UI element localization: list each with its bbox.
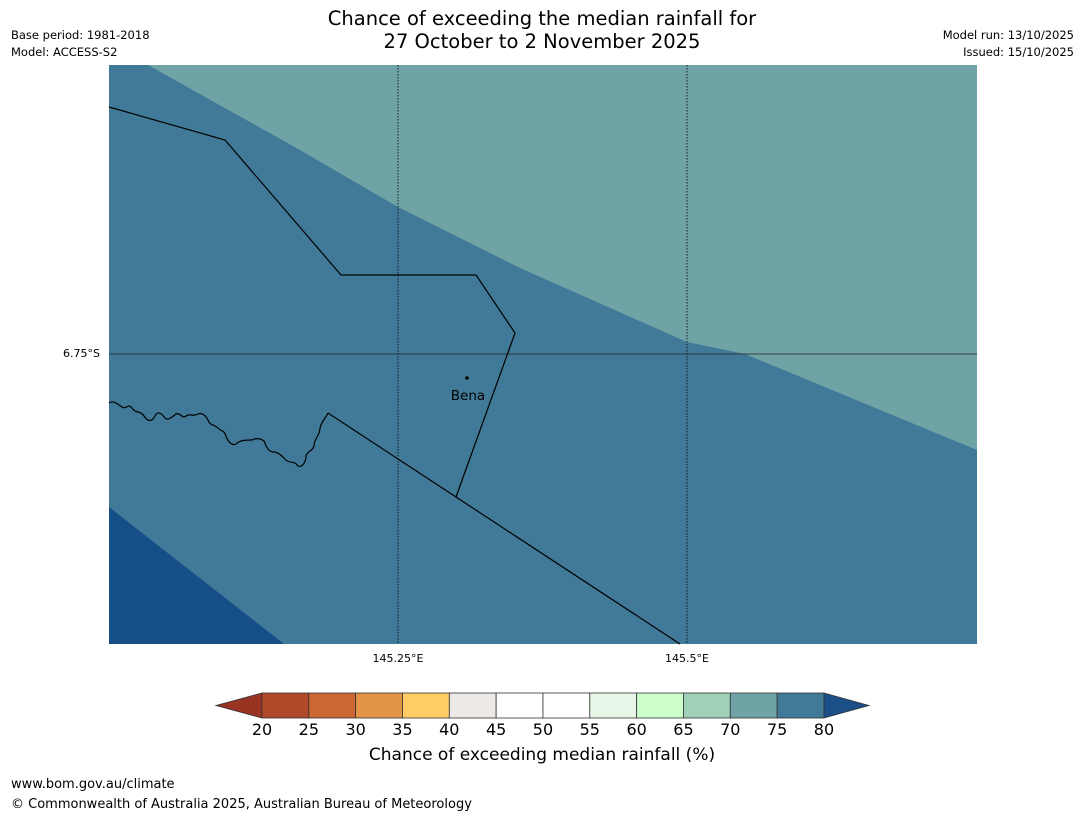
colorbar-tick-label: 45 bbox=[485, 720, 507, 739]
colorbar-segment bbox=[729, 692, 778, 719]
base-period: Base period: 1981-2018 bbox=[11, 28, 150, 42]
colorbar-tick-label: 65 bbox=[673, 720, 694, 739]
title-line-1: Chance of exceeding the median rainfall … bbox=[327, 7, 757, 30]
map-title: Chance of exceeding the median rainfall … bbox=[242, 7, 842, 53]
colorbar-over-arrow bbox=[823, 692, 871, 719]
province-boundary-south bbox=[327, 412, 681, 645]
model-name: Model: ACCESS-S2 bbox=[11, 45, 118, 59]
footer: www.bom.gov.au/climate © Commonwealth of… bbox=[11, 775, 472, 815]
colorbar-tick-label: 40 bbox=[439, 720, 460, 739]
bena-marker bbox=[465, 376, 469, 380]
colorbar-segment bbox=[683, 692, 731, 719]
colorbar-segment bbox=[308, 692, 357, 719]
footer-url[interactable]: www.bom.gov.au/climate bbox=[11, 777, 175, 792]
colorbar-segment bbox=[589, 692, 638, 719]
title-line-2: 27 October to 2 November 2025 bbox=[383, 30, 701, 53]
colorbar-tick-label: 55 bbox=[579, 720, 600, 739]
colorbar-tick-label: 25 bbox=[298, 720, 319, 739]
colorbar-tick-label: 20 bbox=[251, 720, 273, 739]
zone-80-plus bbox=[109, 507, 284, 644]
issued-date: Issued: 15/10/2025 bbox=[963, 45, 1074, 59]
colorbar-label: Chance of exceeding median rainfall (%) bbox=[368, 745, 716, 765]
colorbar-segment bbox=[636, 692, 684, 719]
town-label-bena: Bena bbox=[450, 388, 486, 404]
colorbar-tick-label: 30 bbox=[345, 720, 366, 739]
model-run: Model run: 13/10/2025 bbox=[942, 28, 1074, 42]
colorbar-segment bbox=[776, 692, 825, 719]
lon-label-145-5: 145.5°E bbox=[665, 652, 709, 665]
lon-label-145-25: 145.25°E bbox=[372, 652, 424, 665]
footer-copyright: © Commonwealth of Australia 2025, Austra… bbox=[11, 797, 472, 812]
colorbar bbox=[214, 692, 871, 719]
colorbar-ticks: 20 25 30 35 40 45 50 55 60 65 70 75 80 bbox=[0, 720, 1085, 740]
lat-label: 6.75°S bbox=[63, 347, 100, 360]
meta-left: Base period: 1981-2018 Model: ACCESS-S2 bbox=[11, 27, 150, 61]
colorbar-under-arrow bbox=[214, 692, 263, 719]
colorbar-segment bbox=[261, 692, 310, 719]
colorbar-tick-label: 75 bbox=[766, 720, 788, 739]
colorbar-tick-label: 35 bbox=[392, 720, 413, 739]
province-boundary-north bbox=[108, 106, 516, 498]
colorbar-tick-label: 60 bbox=[626, 720, 647, 739]
colorbar-segment bbox=[448, 692, 497, 719]
meta-right: Model run: 13/10/2025 Issued: 15/10/2025 bbox=[943, 27, 1074, 61]
colorbar-tick-label: 80 bbox=[813, 720, 835, 739]
colorbar-segment bbox=[542, 692, 591, 719]
colorbar-segment bbox=[355, 692, 403, 719]
colorbar-tick-label: 70 bbox=[720, 720, 741, 739]
colorbar-segment bbox=[402, 692, 450, 719]
colorbar-segment bbox=[495, 692, 544, 719]
river-boundary bbox=[108, 401, 329, 467]
colorbar-tick-label: 50 bbox=[532, 720, 554, 739]
